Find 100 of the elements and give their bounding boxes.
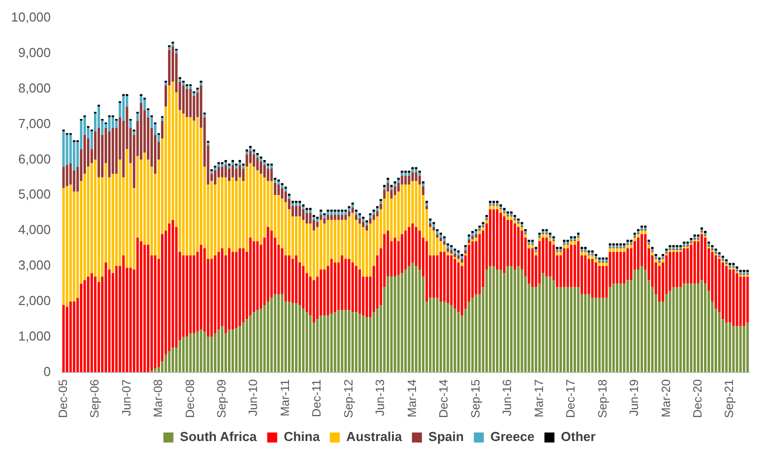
- bar: [146, 110, 150, 118]
- bar: [725, 322, 728, 372]
- bar: [457, 258, 460, 262]
- bar: [232, 252, 234, 330]
- bar: [450, 304, 453, 372]
- bar: [306, 212, 308, 224]
- bar: [514, 223, 516, 270]
- bar: [178, 340, 182, 372]
- bar: [228, 166, 230, 169]
- bar: [428, 223, 432, 228]
- bar: [514, 214, 516, 218]
- bar: [217, 252, 220, 330]
- bar: [288, 301, 290, 372]
- bar: [62, 131, 65, 167]
- bar: [277, 195, 280, 245]
- bar: [143, 152, 146, 245]
- bar: [252, 166, 256, 242]
- bar: [394, 183, 396, 186]
- bar: [362, 227, 364, 277]
- bar: [66, 134, 68, 166]
- y-tick-label: 8,000: [18, 80, 51, 96]
- bar: [249, 150, 252, 164]
- bar: [545, 276, 548, 372]
- bar: [704, 230, 706, 234]
- bar: [485, 270, 488, 372]
- bar: [454, 308, 456, 372]
- legend-label: China: [284, 429, 321, 444]
- bar: [326, 316, 330, 372]
- bar: [728, 270, 732, 323]
- bar: [640, 230, 644, 234]
- bar: [62, 188, 65, 305]
- bar: [440, 252, 442, 302]
- bar: [696, 234, 700, 237]
- bar: [224, 162, 227, 166]
- bar: [256, 170, 259, 242]
- bar: [488, 209, 492, 266]
- bar: [559, 252, 562, 256]
- bar: [436, 255, 439, 298]
- bar: [136, 238, 139, 372]
- y-tick-label: 7,000: [18, 116, 51, 131]
- y-tick-label: 2,000: [18, 293, 51, 308]
- bar: [362, 222, 364, 228]
- bar: [662, 258, 664, 262]
- bar: [112, 117, 114, 128]
- bar: [591, 258, 594, 298]
- bar: [270, 298, 273, 372]
- bar: [256, 155, 259, 158]
- bar: [143, 244, 146, 372]
- bar: [722, 262, 724, 320]
- bar: [380, 204, 382, 210]
- bar: [340, 255, 344, 310]
- bar: [182, 336, 185, 372]
- bar: [224, 165, 227, 178]
- bar: [404, 184, 407, 231]
- bar: [115, 120, 118, 128]
- bar: [548, 276, 552, 372]
- bar: [383, 187, 386, 190]
- bar: [295, 202, 298, 206]
- bar: [270, 230, 273, 298]
- legend-label: Australia: [346, 429, 403, 444]
- bar: [418, 176, 421, 185]
- bar: [256, 310, 259, 372]
- bar: [446, 255, 450, 304]
- bar: [404, 230, 407, 270]
- bar: [256, 241, 259, 310]
- bar: [337, 214, 340, 220]
- bar: [577, 287, 580, 372]
- bar: [672, 287, 675, 372]
- bar: [98, 128, 100, 178]
- bar: [485, 214, 488, 218]
- bar: [390, 276, 393, 372]
- bar: [443, 241, 446, 245]
- bar: [172, 44, 174, 46]
- bar: [235, 180, 238, 252]
- bar: [506, 211, 510, 214]
- bar: [425, 202, 428, 206]
- bar: [531, 287, 534, 372]
- bar: [351, 262, 354, 312]
- bar: [725, 266, 728, 323]
- bar: [280, 188, 284, 199]
- bar: [238, 165, 242, 178]
- bar: [457, 312, 460, 372]
- bar: [622, 252, 626, 284]
- bar: [562, 287, 566, 372]
- bar: [284, 202, 287, 256]
- bar: [309, 210, 312, 213]
- bar: [316, 222, 319, 228]
- bar: [510, 211, 513, 214]
- bar: [62, 304, 65, 372]
- bar: [457, 255, 460, 259]
- bar: [580, 246, 584, 250]
- bar: [312, 280, 316, 323]
- bar: [334, 214, 336, 220]
- bar: [366, 317, 368, 372]
- bar: [168, 223, 171, 352]
- bar: [132, 131, 136, 135]
- legend-label: Greece: [490, 429, 534, 444]
- bar: [588, 258, 590, 294]
- bar: [471, 236, 474, 240]
- bar: [492, 266, 495, 372]
